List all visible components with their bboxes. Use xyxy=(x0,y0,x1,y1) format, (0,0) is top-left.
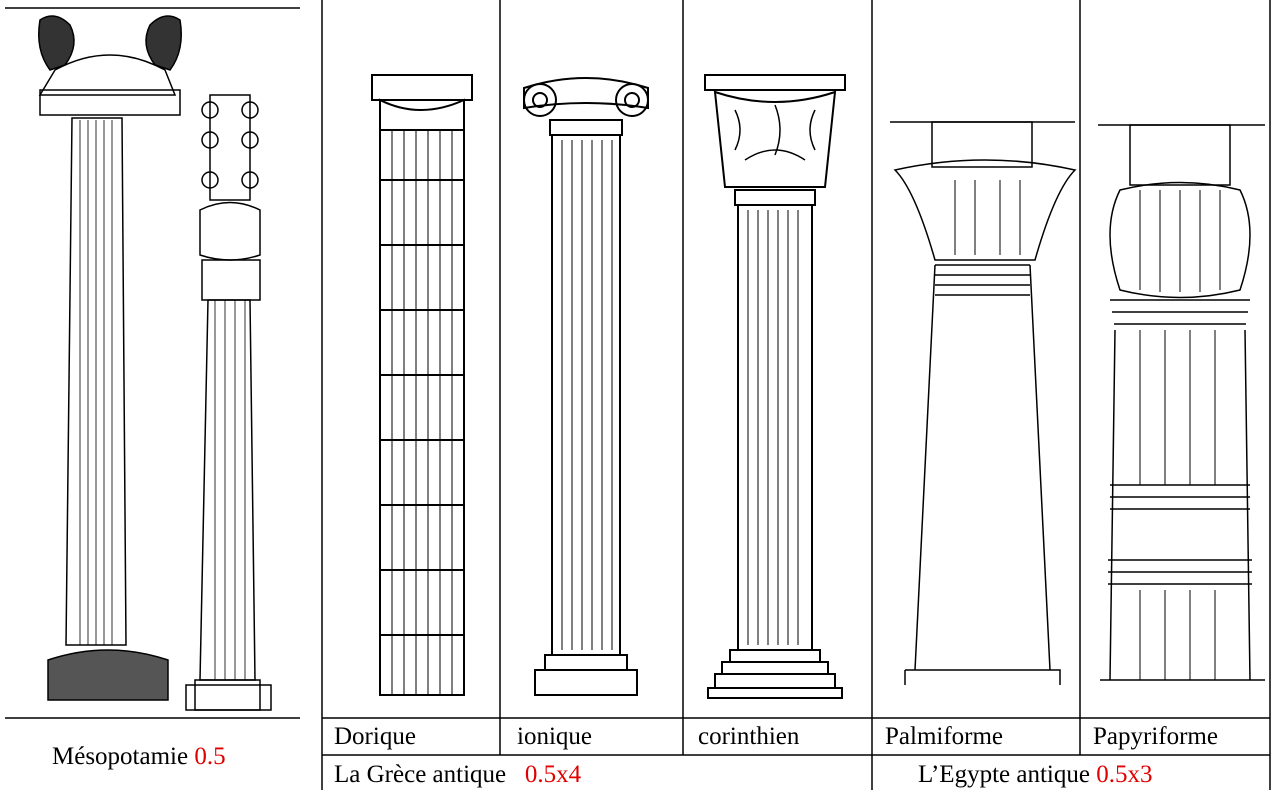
group-label: La Grèce antique 0.5x4 xyxy=(334,761,582,788)
column-name: Dorique xyxy=(334,723,416,750)
score: 0.5 xyxy=(194,743,226,770)
mesopotamian-column-bull xyxy=(38,15,182,701)
table-borders xyxy=(5,0,1271,790)
group-label: L’Egypte antique 0.5x3 xyxy=(918,761,1153,788)
score: 0.5x3 xyxy=(1096,761,1153,788)
palmiform-column xyxy=(890,121,1077,685)
ionic-column xyxy=(523,77,649,696)
column-name: ionique xyxy=(517,723,592,750)
column-name: Papyriforme xyxy=(1093,723,1218,750)
papyriform-column xyxy=(1098,124,1265,681)
doric-column xyxy=(371,74,473,696)
column-name: Palmiforme xyxy=(885,723,1004,750)
column-name: corinthien xyxy=(698,723,800,750)
score: 0.5x4 xyxy=(524,761,582,788)
mesopotamian-column-volute xyxy=(185,94,272,711)
mesopotamia-label: Mésopotamie 0.5 xyxy=(52,743,226,770)
corinthian-column xyxy=(704,74,846,699)
